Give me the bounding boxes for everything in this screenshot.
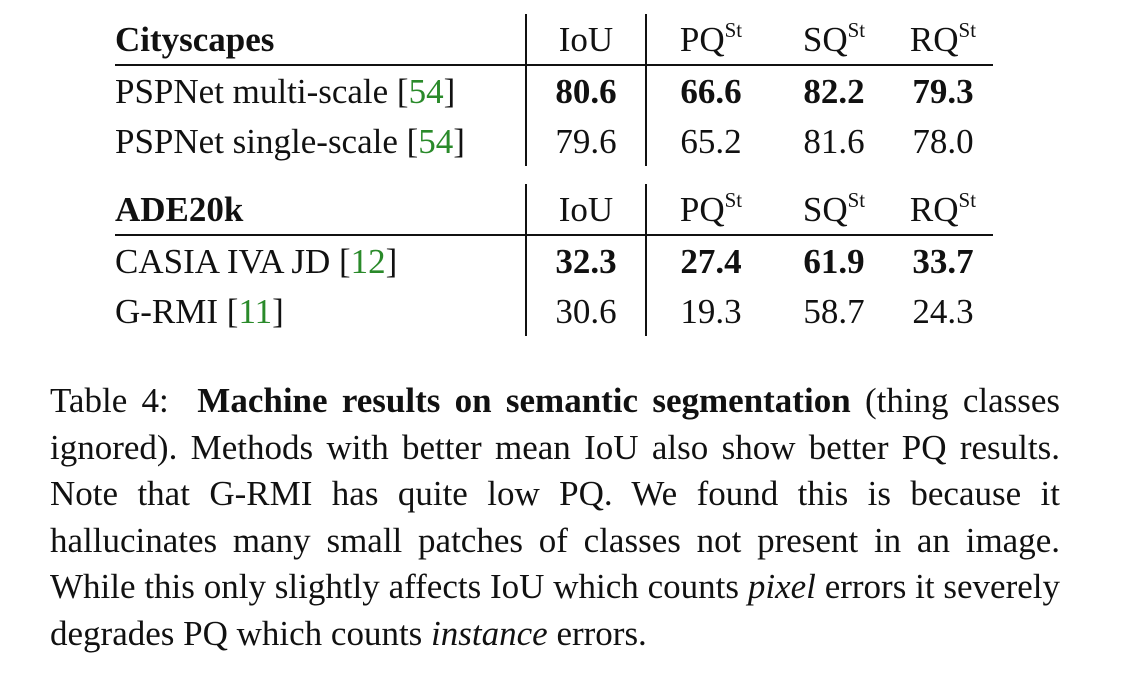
- table-row: PSPNet multi-scale [54] 80.6 66.6 82.2 7…: [115, 65, 993, 116]
- value-rq: 79.3: [912, 71, 974, 111]
- dataset-name: Cityscapes: [115, 14, 526, 66]
- method-name: CASIA IVA JD [12]: [115, 241, 398, 281]
- value-sq: 61.9: [803, 241, 865, 281]
- value-iou: 30.6: [525, 286, 647, 336]
- caption-prefix: Table 4:: [50, 381, 169, 420]
- caption-body-mid: errors it severely degrades PQ which cou…: [50, 567, 1061, 653]
- method-name: G-RMI [11]: [115, 291, 284, 331]
- table-caption: Table 4: Machine results on semantic seg…: [50, 378, 1060, 657]
- table-row: PSPNet single-scale [54] 79.6 65.2 81.6 …: [115, 116, 993, 166]
- citation-link[interactable]: 54: [418, 121, 454, 161]
- citation-link[interactable]: 11: [238, 291, 273, 331]
- column-header-pq: PQSt: [646, 14, 775, 66]
- column-header-pq: PQSt: [646, 184, 775, 236]
- caption-title: Machine results on semantic segmentation: [197, 381, 851, 420]
- table-header-row: ADE20k IoU PQSt SQSt RQSt: [115, 184, 993, 236]
- table-header-row: Cityscapes IoU PQSt SQSt RQSt: [115, 14, 993, 66]
- citation-link[interactable]: 54: [408, 71, 444, 111]
- column-header-iou: IoU: [525, 14, 647, 66]
- value-sq: 58.7: [803, 291, 865, 331]
- value-pq: 27.4: [680, 241, 742, 281]
- value-sq: 82.2: [803, 71, 865, 111]
- column-header-iou: IoU: [525, 184, 647, 236]
- method-name: PSPNet multi-scale [54]: [115, 71, 456, 111]
- value-iou: 80.6: [525, 65, 647, 116]
- value-rq: 78.0: [912, 121, 974, 161]
- column-header-rq: RQSt: [893, 14, 993, 66]
- column-header-rq: RQSt: [893, 184, 993, 236]
- caption-body-end: errors.: [556, 613, 647, 653]
- value-pq: 66.6: [680, 71, 742, 111]
- citation-link[interactable]: 12: [350, 241, 386, 281]
- value-sq: 81.6: [803, 121, 865, 161]
- table-row: CASIA IVA JD [12] 32.3 27.4 61.9 33.7: [115, 235, 993, 286]
- value-pq: 65.2: [680, 121, 742, 161]
- value-pq: 19.3: [680, 291, 742, 331]
- table-spacer: [115, 166, 993, 184]
- value-iou: 79.6: [525, 116, 647, 166]
- method-name: PSPNet single-scale [54]: [115, 121, 465, 161]
- caption-italic-instance: instance: [431, 613, 548, 653]
- caption-body: (thing classes ignored). Methods with be…: [50, 381, 1061, 606]
- value-rq: 33.7: [912, 241, 974, 281]
- results-table: Cityscapes IoU PQSt SQSt RQSt PSPNet mul…: [115, 14, 993, 336]
- results-table-container: Cityscapes IoU PQSt SQSt RQSt PSPNet mul…: [115, 14, 995, 336]
- caption-italic-pixel: pixel: [747, 567, 816, 606]
- dataset-name: ADE20k: [115, 184, 526, 236]
- value-iou: 32.3: [525, 235, 647, 286]
- value-rq: 24.3: [912, 291, 974, 331]
- column-header-sq: SQSt: [775, 184, 893, 236]
- table-row: G-RMI [11] 30.6 19.3 58.7 24.3: [115, 286, 993, 336]
- column-header-sq: SQSt: [775, 14, 893, 66]
